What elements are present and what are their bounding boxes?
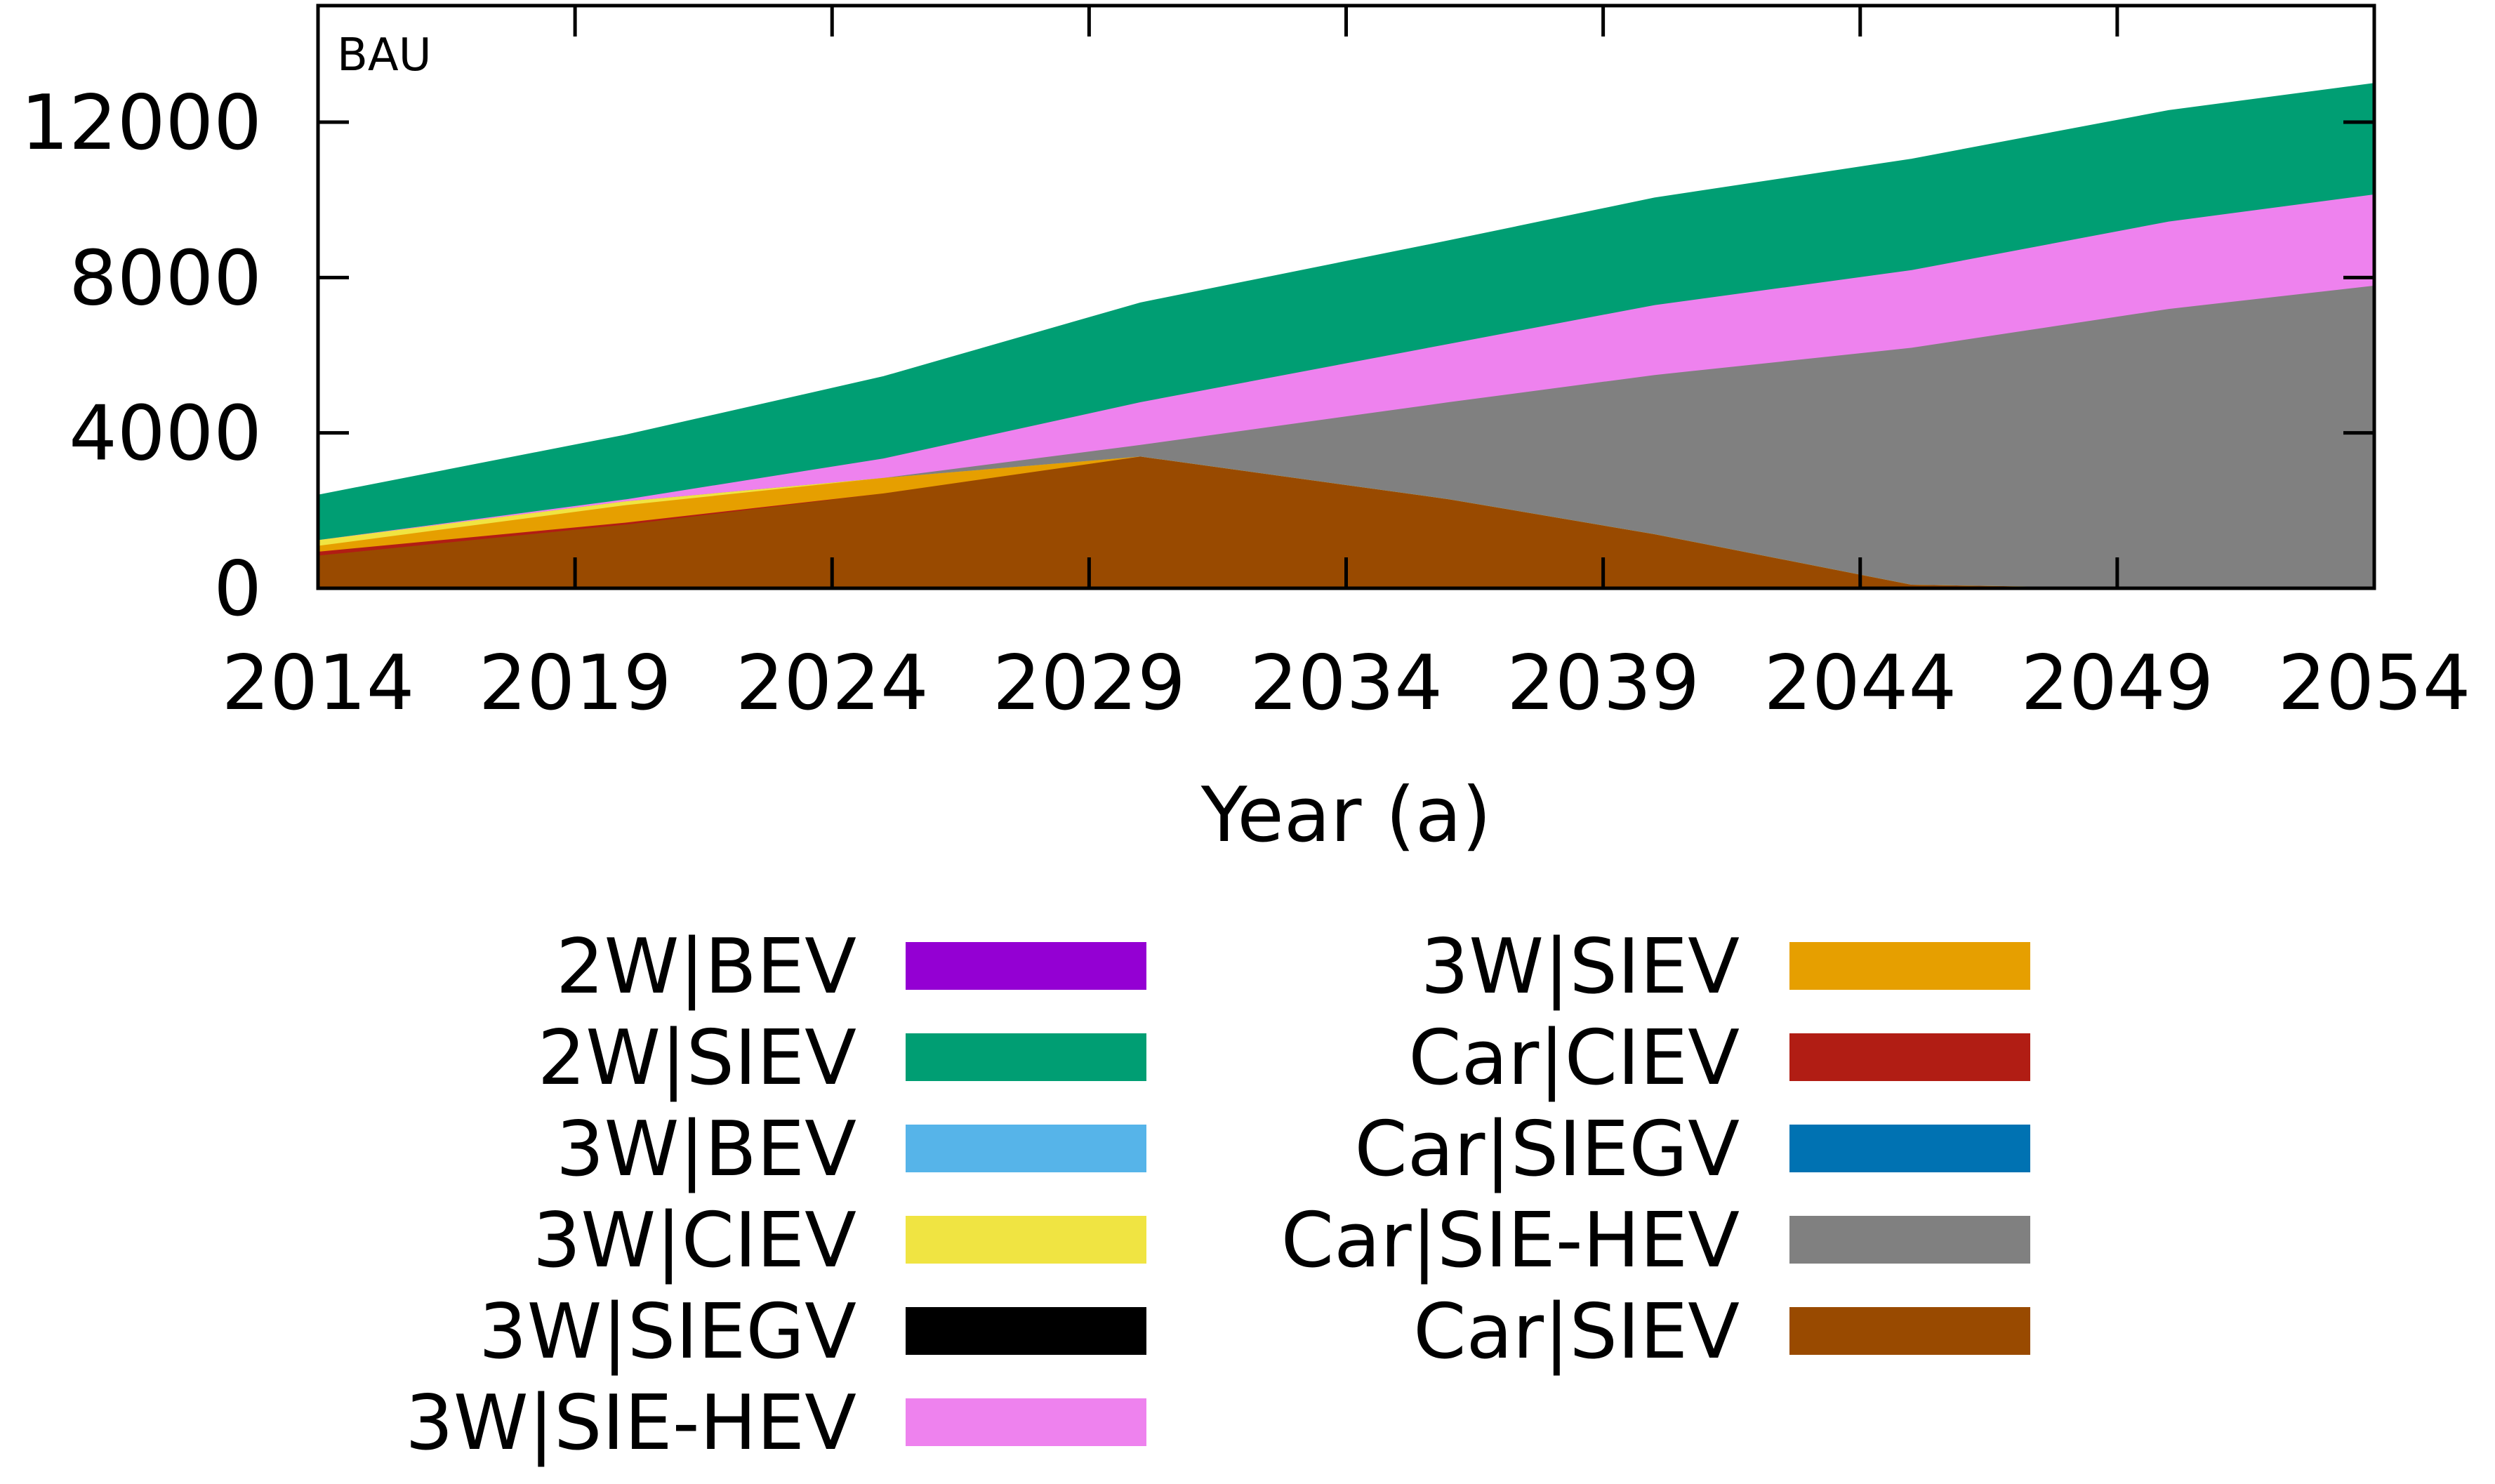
legend-swatch-3w-sie-hev — [906, 1398, 1146, 1446]
legend-swatch-3w-ciev — [906, 1216, 1146, 1264]
x-tick-label: 2049 — [2020, 640, 2213, 727]
legend-label-car-sie-hev: Car|SIE-HEV — [1281, 1197, 1740, 1285]
x-tick-label: 2024 — [736, 640, 929, 727]
legend-label-3w-siegv: 3W|SIEGV — [479, 1288, 856, 1376]
legend-label-car-siegv: Car|SIEGV — [1354, 1106, 1740, 1193]
legend-swatch-car-siegv — [1789, 1125, 2030, 1172]
panel-label: BAU — [337, 29, 432, 81]
x-tick-label: 2054 — [2278, 640, 2471, 727]
x-tick-label: 2039 — [1507, 640, 1700, 727]
x-tick-label: 2014 — [222, 640, 415, 727]
legend-label-car-siev: Car|SIEV — [1413, 1288, 1740, 1376]
legend-swatch-2w-bev — [906, 942, 1146, 990]
y-tick-label: 12000 — [20, 79, 262, 167]
legend-label-2w-siev: 2W|SIEV — [538, 1014, 856, 1102]
x-tick-label: 2029 — [993, 640, 1186, 727]
legend-swatch-car-siev — [1789, 1307, 2030, 1355]
legend-label-3w-ciev: 3W|CIEV — [533, 1197, 856, 1285]
axis-tick-labels: 2014 2019 2024 2029 2034 2039 2044 2049 2054 0 400… — [20, 79, 2470, 727]
x-tick-label: 2019 — [479, 640, 672, 727]
axis-ticks — [316, 6, 2376, 590]
legend-label-car-ciev: Car|CIEV — [1408, 1014, 1740, 1102]
legend-swatch-car-sie-hev — [1789, 1216, 2030, 1264]
legend-swatch-3w-siegv — [906, 1307, 1146, 1355]
legend-label-3w-siev: 3W|SIEV — [1421, 923, 1740, 1011]
y-tick-label: 4000 — [69, 390, 262, 478]
x-tick-label: 2034 — [1250, 640, 1443, 727]
y-tick-label: 8000 — [69, 234, 262, 322]
legend: 2W|BEV2W|SIEV3W|BEV3W|CIEV3W|SIEGV3W|SIE… — [405, 923, 2030, 1467]
x-axis-label: Year (a) — [1200, 771, 1491, 859]
legend-label-3w-bev: 3W|BEV — [556, 1106, 856, 1193]
legend-swatch-2w-siev — [906, 1033, 1146, 1081]
x-tick-label: 2044 — [1763, 640, 1957, 727]
legend-swatch-3w-bev — [906, 1125, 1146, 1172]
legend-label-3w-sie-hev: 3W|SIE-HEV — [405, 1379, 856, 1467]
legend-label-2w-bev: 2W|BEV — [556, 923, 856, 1011]
area-series-group — [317, 83, 2375, 589]
legend-swatch-3w-siev — [1789, 942, 2030, 990]
y-tick-label: 0 — [213, 545, 262, 633]
legend-swatch-car-ciev — [1789, 1033, 2030, 1081]
